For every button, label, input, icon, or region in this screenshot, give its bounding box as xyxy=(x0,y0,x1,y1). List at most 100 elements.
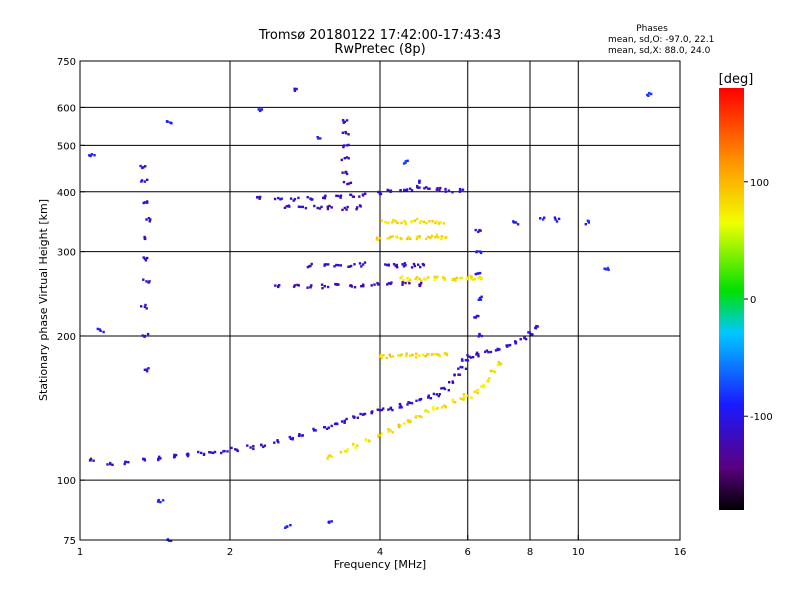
data-point xyxy=(469,356,473,359)
data-point xyxy=(297,205,301,208)
data-point xyxy=(377,435,380,439)
data-point xyxy=(400,237,403,241)
data-point xyxy=(405,189,408,192)
data-point xyxy=(468,355,471,358)
data-point xyxy=(397,354,400,357)
data-point xyxy=(534,327,538,330)
data-point xyxy=(464,367,468,370)
data-point xyxy=(295,87,298,91)
data-point xyxy=(453,278,456,281)
colorbar-tick-label: 100 xyxy=(750,178,769,189)
data-point xyxy=(348,265,352,268)
data-point xyxy=(378,355,382,358)
data-point xyxy=(454,279,457,282)
x-tick-label: 16 xyxy=(674,547,687,558)
data-point xyxy=(476,272,479,275)
data-point xyxy=(499,363,502,366)
data-point xyxy=(375,238,379,241)
data-point xyxy=(388,353,391,356)
data-point xyxy=(418,235,421,238)
data-point xyxy=(273,441,276,444)
data-point xyxy=(478,276,481,279)
data-point xyxy=(260,443,263,447)
data-point xyxy=(169,539,173,543)
data-point xyxy=(384,263,387,266)
data-point xyxy=(347,133,350,136)
data-point xyxy=(380,408,384,412)
data-point xyxy=(440,237,443,241)
data-point xyxy=(274,284,277,287)
data-point xyxy=(587,221,590,224)
data-point xyxy=(400,406,403,409)
data-point xyxy=(368,440,371,443)
data-point xyxy=(416,217,419,221)
data-point xyxy=(380,219,383,222)
data-point xyxy=(407,236,410,239)
data-point xyxy=(480,385,484,389)
data-point xyxy=(352,415,355,418)
data-point xyxy=(423,277,426,280)
data-point xyxy=(606,266,609,270)
data-point xyxy=(386,263,389,267)
data-point xyxy=(389,355,392,358)
data-point xyxy=(356,416,359,419)
x-tick-label: 1 xyxy=(77,547,83,558)
data-point xyxy=(106,463,109,466)
data-point xyxy=(297,284,300,287)
data-point xyxy=(350,285,353,288)
x-tick-label: 6 xyxy=(465,547,471,558)
data-point xyxy=(312,429,316,432)
data-point xyxy=(422,263,425,266)
data-point xyxy=(413,219,417,222)
data-point xyxy=(512,220,515,223)
data-point xyxy=(342,121,345,124)
data-point xyxy=(376,408,379,411)
data-point xyxy=(143,237,147,241)
data-point xyxy=(344,130,347,134)
data-point xyxy=(318,207,322,210)
data-point xyxy=(339,196,342,199)
data-point xyxy=(460,276,464,280)
data-point xyxy=(199,451,203,455)
data-point xyxy=(358,262,362,265)
data-point xyxy=(345,119,349,122)
data-point xyxy=(359,205,362,208)
data-point xyxy=(430,353,434,356)
data-point xyxy=(197,450,200,454)
data-point xyxy=(293,88,297,91)
data-point xyxy=(555,220,559,223)
data-point xyxy=(457,367,460,370)
data-point xyxy=(453,374,456,377)
data-point xyxy=(476,391,479,395)
data-point xyxy=(364,192,367,195)
data-point xyxy=(289,437,293,440)
data-point xyxy=(146,256,149,260)
data-point xyxy=(387,427,390,431)
colorbar-ticks: 100 0 -100 xyxy=(744,178,773,423)
stats-x-mode: mean, sd,X: 88.0, 24.0 xyxy=(608,46,711,56)
data-point xyxy=(431,220,434,223)
data-point xyxy=(465,278,468,281)
data-point xyxy=(347,265,350,268)
data-point xyxy=(497,361,500,364)
data-point xyxy=(89,457,93,460)
data-point xyxy=(373,283,376,286)
data-point xyxy=(123,462,126,466)
data-point xyxy=(480,334,483,338)
data-point xyxy=(361,193,365,196)
data-point xyxy=(445,236,448,239)
data-point xyxy=(427,276,430,279)
data-point xyxy=(389,235,392,239)
y-tick-label: 100 xyxy=(57,476,76,487)
data-point xyxy=(378,237,382,240)
data-point xyxy=(323,426,326,429)
data-point xyxy=(174,453,178,457)
data-point xyxy=(427,410,430,413)
data-point xyxy=(439,186,442,190)
data-point xyxy=(433,352,436,356)
data-point xyxy=(352,443,355,446)
data-point xyxy=(527,331,530,334)
data-point xyxy=(144,303,147,307)
y-tick-label: 600 xyxy=(57,103,76,114)
data-point xyxy=(459,277,462,280)
